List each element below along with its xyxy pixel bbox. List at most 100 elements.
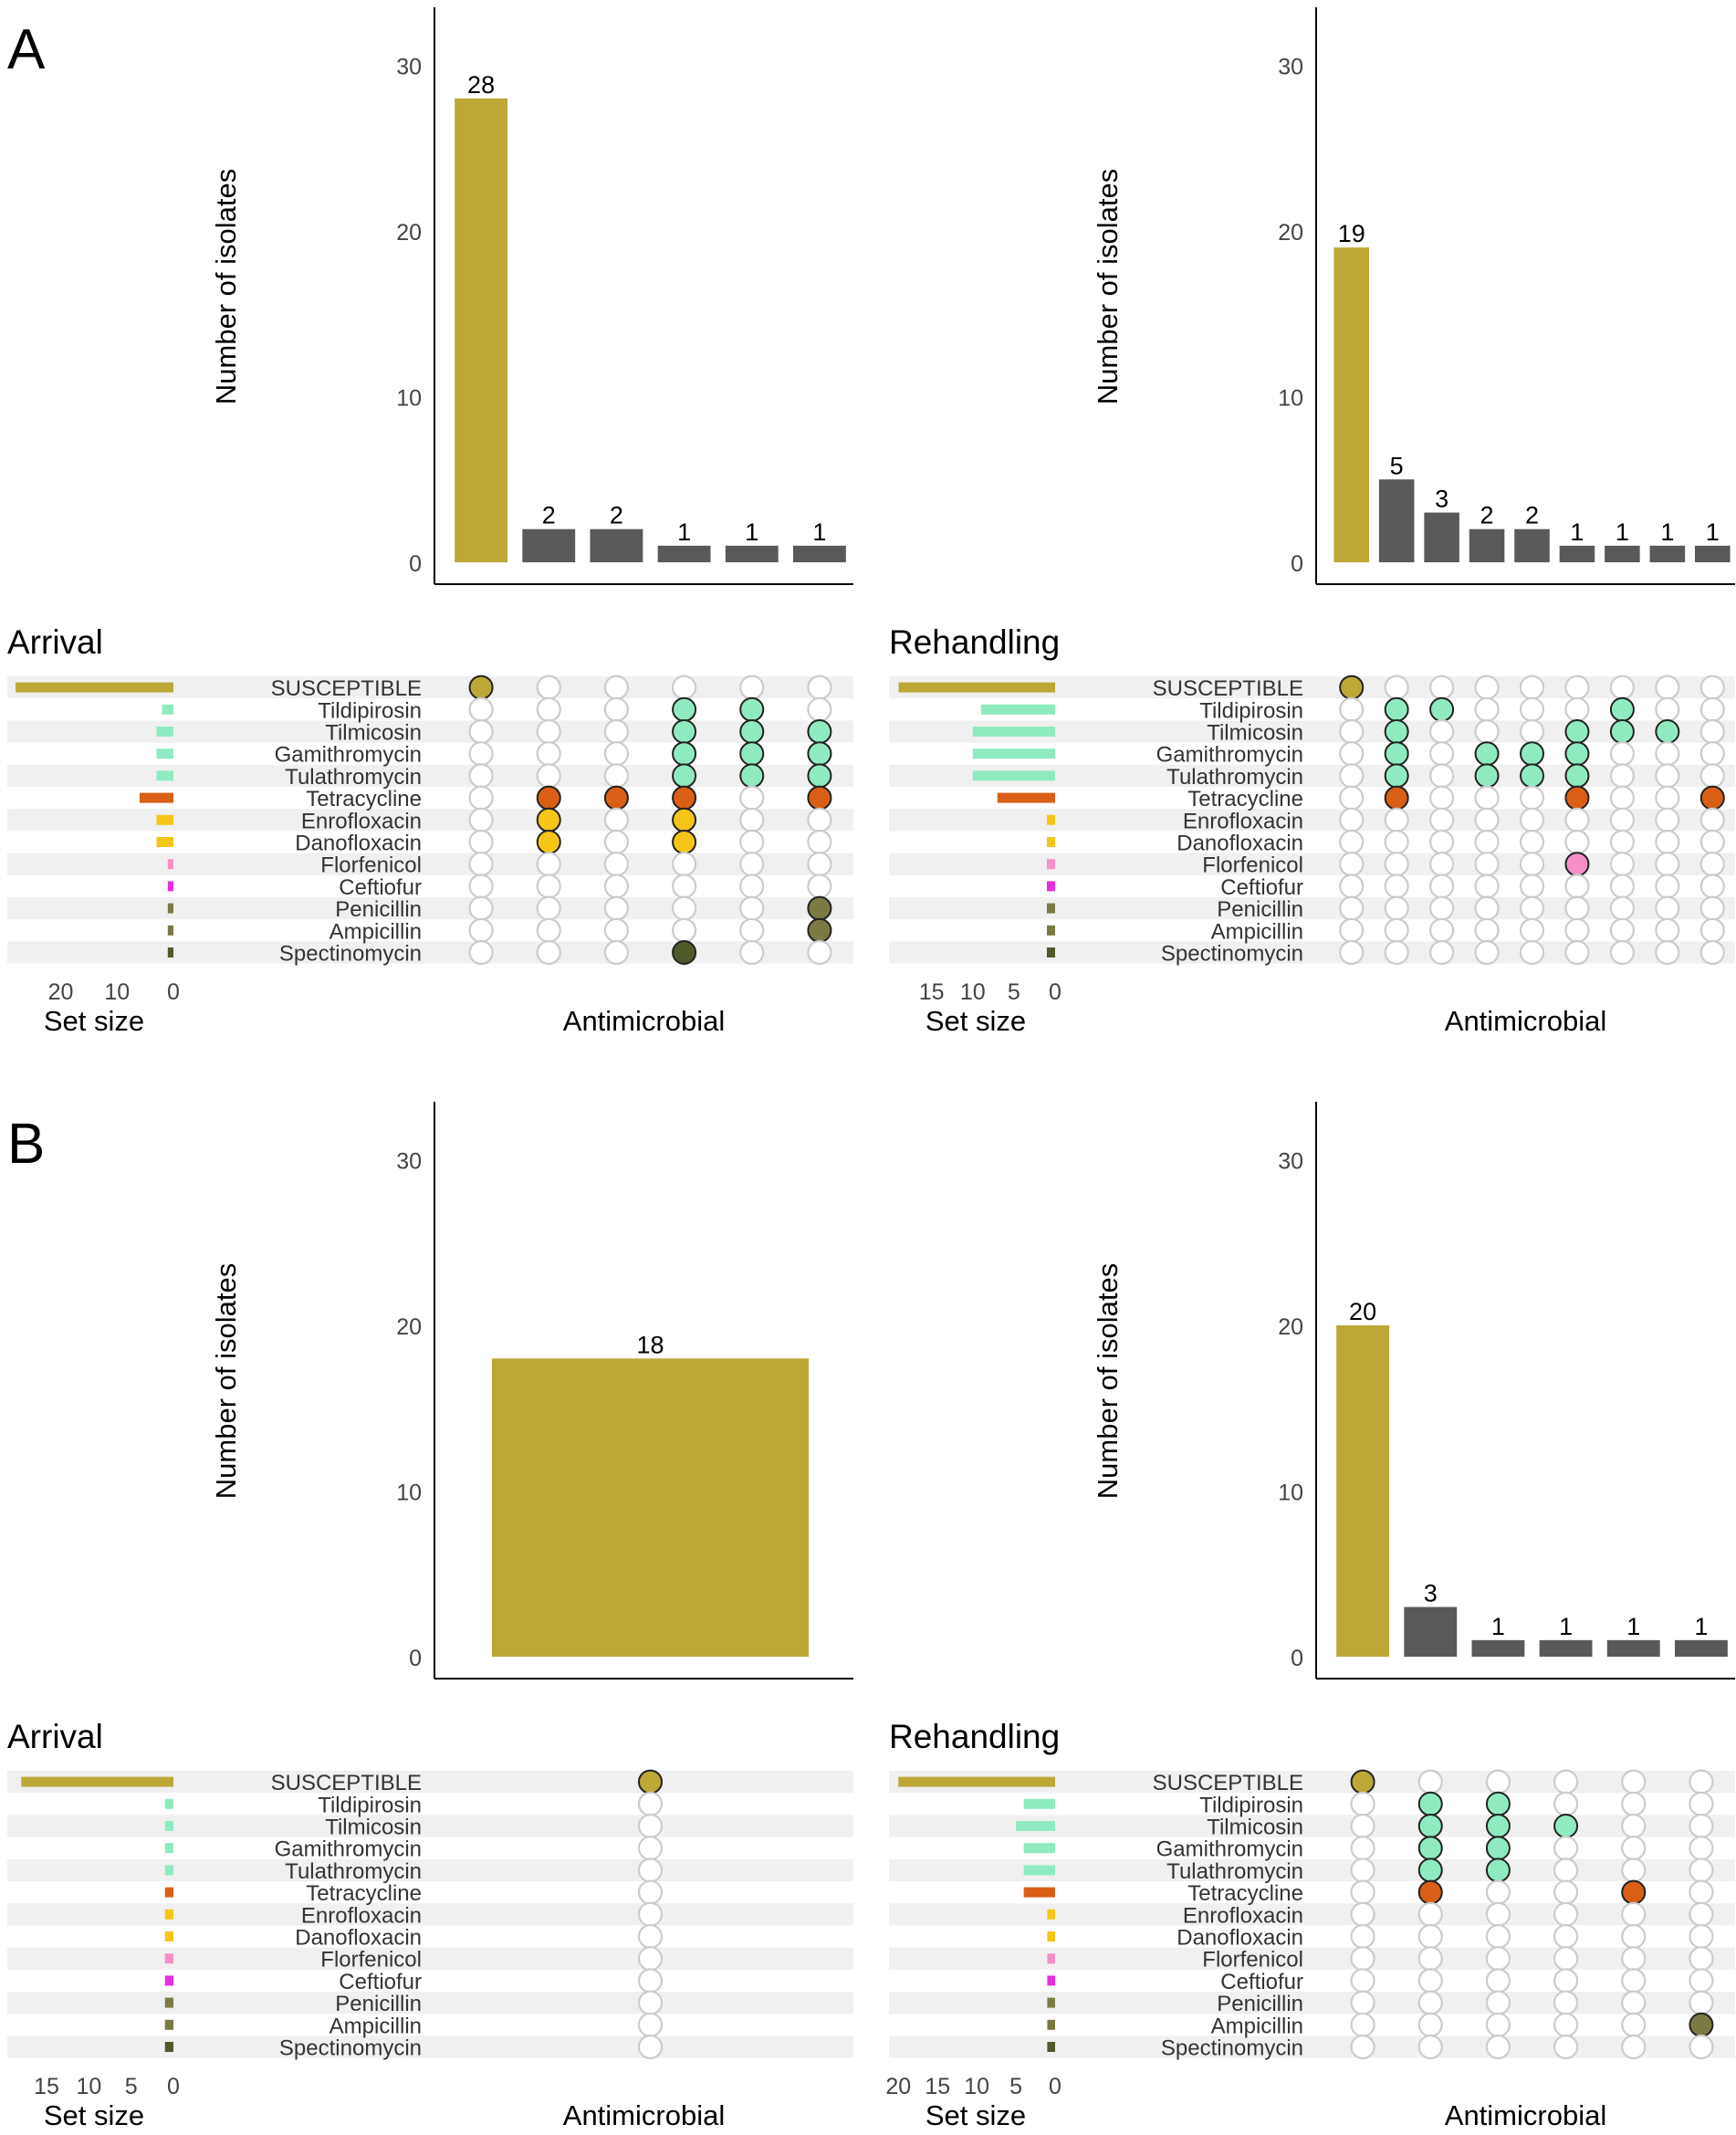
- row-stripe: [7, 1858, 853, 1881]
- matrix-dot-empty: [1699, 874, 1725, 899]
- matrix-dot-empty: [603, 741, 630, 767]
- set-size-bar: [156, 770, 173, 781]
- matrix-dot-empty: [536, 917, 561, 943]
- matrix-dot-empty: [1519, 939, 1545, 966]
- intersection-bar: [792, 545, 846, 562]
- set-size-bar: [164, 1798, 173, 1809]
- matrix-dot-filled: [807, 741, 832, 767]
- set-name-label: Ceftiofur: [1220, 875, 1303, 900]
- y-tick-label: 20: [396, 1314, 422, 1340]
- row-stripe: [7, 809, 853, 832]
- matrix-dot-empty: [468, 895, 494, 921]
- matrix-dot-empty: [468, 763, 494, 789]
- matrix-dot-empty: [1689, 1901, 1714, 1927]
- bar-value-label: 3: [1435, 486, 1448, 513]
- upset-chart-a-rehandling: 0 10 20 30 Number of isolates 19 5 3 2 2 1 1 1 1 SUSCE…: [889, 7, 1735, 1037]
- matrix-dot-empty: [603, 807, 630, 832]
- matrix-dot-empty: [807, 675, 832, 700]
- matrix-dot-empty: [1553, 2034, 1579, 2060]
- bar-value-label: 2: [542, 502, 556, 529]
- matrix-dot-empty: [1621, 1923, 1647, 1950]
- set-size-bar: [164, 2019, 173, 2030]
- matrix-dot-empty: [1699, 763, 1725, 789]
- set-name-label: Danofloxacin: [1177, 832, 1303, 856]
- matrix-dot-empty: [739, 895, 765, 921]
- set-size-axis-label: Set size: [44, 2099, 144, 2131]
- row-stripe: [7, 1992, 853, 2015]
- set-size-bar: [16, 682, 173, 693]
- x-axis-label: Antimicrobial: [1445, 1005, 1606, 1037]
- matrix-dot-empty: [468, 696, 494, 722]
- matrix-dot-filled: [1564, 785, 1590, 811]
- set-name-label: Enrofloxacin: [301, 809, 422, 833]
- matrix-dot-empty: [1699, 675, 1725, 700]
- matrix-dot-empty: [1339, 763, 1365, 789]
- set-size-bar: [164, 1931, 173, 1941]
- matrix-dot-empty: [739, 874, 765, 899]
- set-name-label: Ceftiofur: [1220, 1970, 1303, 1994]
- matrix-dot-empty: [1350, 1791, 1375, 1816]
- set-name-label: Florfenicol: [1202, 1948, 1303, 1973]
- matrix-dot-empty: [807, 829, 832, 855]
- matrix-dot-empty: [1699, 852, 1725, 877]
- matrix-dot-empty: [637, 1990, 664, 2015]
- intersection-bar: [1471, 1639, 1525, 1657]
- matrix-dot-filled: [1417, 1836, 1443, 1861]
- panel-label-a: A: [7, 18, 46, 81]
- matrix-dot-empty: [1655, 895, 1680, 921]
- set-name-label: Danofloxacin: [1177, 1926, 1303, 1951]
- matrix-dot-empty: [1339, 696, 1365, 722]
- matrix-dot-empty: [1553, 1836, 1579, 1861]
- matrix-dot-empty: [1553, 1990, 1579, 2015]
- row-stripe: [889, 1815, 1735, 1837]
- intersection-bar: [522, 529, 576, 562]
- intersection-bar: [1404, 1606, 1458, 1657]
- intersection-bar: [1694, 545, 1731, 562]
- row-stripe: [7, 1947, 853, 1970]
- matrix-dot-empty: [536, 675, 561, 700]
- matrix-dot-filled: [1384, 696, 1409, 722]
- set-name-label: Gamithromycin: [1156, 743, 1303, 768]
- bar-value-label: 1: [1491, 1613, 1505, 1640]
- set-size-bar: [1047, 2042, 1055, 2052]
- matrix-dot-empty: [1564, 675, 1590, 700]
- set-size-bar: [1047, 2019, 1055, 2030]
- y-tick-label: 30: [396, 55, 422, 80]
- matrix-dot-empty: [1429, 718, 1455, 745]
- matrix-dot-empty: [1519, 807, 1545, 832]
- set-size-bar: [972, 770, 1055, 781]
- y-tick-label: 0: [409, 1646, 422, 1671]
- matrix-dot-empty: [1384, 852, 1409, 877]
- intersection-bar: [657, 545, 711, 562]
- matrix-dot-filled: [672, 741, 697, 767]
- matrix-dot-empty: [1429, 829, 1455, 855]
- matrix-dot-empty: [1417, 2012, 1443, 2037]
- y-tick-label: 0: [1291, 551, 1303, 577]
- set-size-tick-label: 5: [1009, 2074, 1022, 2099]
- intersection-bar: [1606, 1639, 1660, 1657]
- matrix-dot-filled: [1689, 2012, 1714, 2037]
- set-name-label: Enrofloxacin: [301, 1903, 422, 1928]
- panel-label-b: B: [7, 1113, 46, 1176]
- intersection-bar: [1514, 529, 1550, 562]
- set-size-tick-label: 5: [125, 2074, 138, 2099]
- matrix-dot-empty: [1699, 917, 1725, 943]
- matrix-dot-empty: [1621, 1968, 1647, 1994]
- set-name-label: Penicillin: [1217, 1992, 1303, 2016]
- matrix-dot-empty: [1429, 807, 1455, 832]
- set-size-tick-label: 10: [960, 979, 986, 1005]
- row-stripe: [7, 853, 853, 875]
- set-name-label: Danofloxacin: [295, 1926, 422, 1951]
- matrix-dot-empty: [637, 1813, 664, 1839]
- intersection-bar: [1605, 545, 1640, 562]
- set-name-label: Ampicillin: [1211, 919, 1303, 944]
- matrix-dot-empty: [637, 1901, 664, 1927]
- row-stripe: [889, 2036, 1735, 2058]
- row-stripe: [889, 1903, 1735, 1926]
- matrix-dot-empty: [1689, 1813, 1714, 1839]
- set-size-bar: [1023, 1798, 1055, 1809]
- set-size-bar: [21, 1776, 174, 1787]
- matrix-dot-empty: [603, 874, 630, 899]
- set-size-tick-label: 10: [964, 2074, 989, 2099]
- matrix-dot-empty: [1564, 895, 1590, 921]
